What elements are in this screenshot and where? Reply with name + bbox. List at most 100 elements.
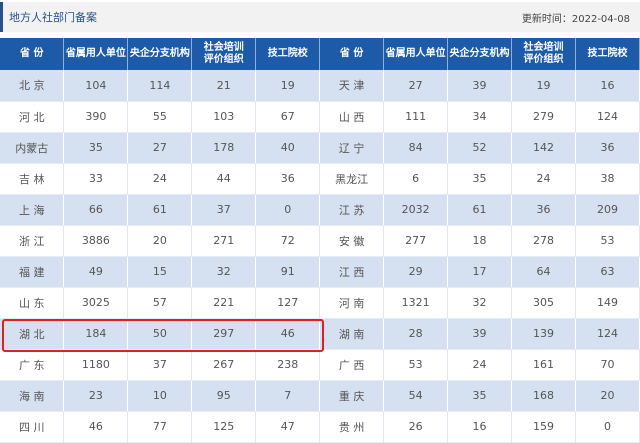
column-header: 社会培训 评价组织 [511,38,576,70]
value-cell: 18 [447,225,512,257]
value-cell: 36 [255,163,321,195]
province-cell: 湖 北 [0,318,65,350]
value-cell: 52 [447,132,512,164]
column-header: 省 份 [319,38,385,70]
province-cell: 湖 南 [319,318,385,350]
province-cell: 江 苏 [319,194,385,226]
column-header: 省 份 [0,38,65,70]
value-cell: 209 [575,194,640,226]
update-time: 更新时间：2022-04-08 [521,13,630,25]
value-cell: 27 [127,132,193,164]
province-cell: 河 北 [0,101,65,133]
value-cell: 17 [447,256,512,288]
value-cell: 19 [511,70,576,102]
value-cell: 46 [255,318,321,350]
value-cell: 168 [511,380,576,412]
value-cell: 278 [511,225,576,257]
value-cell: 142 [511,132,576,164]
value-cell: 32 [447,287,512,319]
value-cell: 19 [255,70,321,102]
value-cell: 390 [63,101,129,133]
value-cell: 53 [575,225,640,257]
table-row: 河 北 390 55 103 67 山 西 111 34 279 124 [0,101,640,133]
table-row: 四 川 46 77 125 47 贵 州 26 16 159 0 [0,411,640,443]
value-cell: 24 [127,163,193,195]
value-cell: 23 [63,380,129,412]
value-cell: 7 [255,380,321,412]
value-cell: 16 [447,411,512,443]
value-cell: 55 [127,101,193,133]
value-cell: 159 [511,411,576,443]
value-cell: 37 [127,349,193,381]
value-cell: 29 [383,256,449,288]
value-cell: 50 [127,318,193,350]
value-cell: 61 [447,194,512,226]
value-cell: 2032 [383,194,449,226]
value-cell: 178 [191,132,257,164]
table-row: 湖 北 184 50 297 46 湖 南 28 39 139 124 [0,318,640,350]
province-cell: 福 建 [0,256,65,288]
value-cell: 277 [383,225,449,257]
value-cell: 0 [575,411,640,443]
value-cell: 114 [127,70,193,102]
value-cell: 0 [255,194,321,226]
value-cell: 221 [191,287,257,319]
value-cell: 15 [127,256,193,288]
province-cell: 贵 州 [319,411,385,443]
value-cell: 72 [255,225,321,257]
value-cell: 37 [191,194,257,226]
province-cell: 内蒙古 [0,132,65,164]
province-cell: 吉 林 [0,163,65,195]
value-cell: 61 [127,194,193,226]
value-cell: 34 [447,101,512,133]
value-cell: 67 [255,101,321,133]
province-cell: 山 东 [0,287,65,319]
value-cell: 149 [575,287,640,319]
value-cell: 16 [575,70,640,102]
value-cell: 36 [575,132,640,164]
value-cell: 24 [447,349,512,381]
province-cell: 重 庆 [319,380,385,412]
value-cell: 33 [63,163,129,195]
value-cell: 10 [127,380,193,412]
table-row: 北 京 104 114 21 19 天 津 27 39 19 16 [0,70,640,102]
column-header: 技工院校 [575,38,640,70]
value-cell: 124 [575,318,640,350]
value-cell: 20 [127,225,193,257]
province-cell: 浙 江 [0,225,65,257]
province-cell: 四 川 [0,411,65,443]
value-cell: 63 [575,256,640,288]
province-cell: 山 西 [319,101,385,133]
value-cell: 238 [255,349,321,381]
value-cell: 20 [575,380,640,412]
value-cell: 103 [191,101,257,133]
value-cell: 139 [511,318,576,350]
value-cell: 35 [447,163,512,195]
province-cell: 河 南 [319,287,385,319]
value-cell: 297 [191,318,257,350]
value-cell: 271 [191,225,257,257]
value-cell: 6 [383,163,449,195]
value-cell: 124 [575,101,640,133]
value-cell: 53 [383,349,449,381]
section-header: 地方人社部门备案 更新时间：2022-04-08 [0,2,640,32]
value-cell: 3886 [63,225,129,257]
province-cell: 天 津 [319,70,385,102]
value-cell: 127 [255,287,321,319]
province-cell: 安 徽 [319,225,385,257]
province-cell: 海 南 [0,380,65,412]
value-cell: 44 [191,163,257,195]
value-cell: 64 [511,256,576,288]
value-cell: 57 [127,287,193,319]
value-cell: 70 [575,349,640,381]
column-header: 省属用人单位 [63,38,129,70]
column-header: 央企分支机构 [447,38,512,70]
value-cell: 111 [383,101,449,133]
value-cell: 84 [383,132,449,164]
value-cell: 125 [191,411,257,443]
value-cell: 39 [447,70,512,102]
highlight-box [2,319,324,352]
province-cell: 黑龙江 [319,163,385,195]
value-cell: 66 [63,194,129,226]
table-row: 福 建 49 15 32 91 江 西 29 17 64 63 [0,256,640,288]
